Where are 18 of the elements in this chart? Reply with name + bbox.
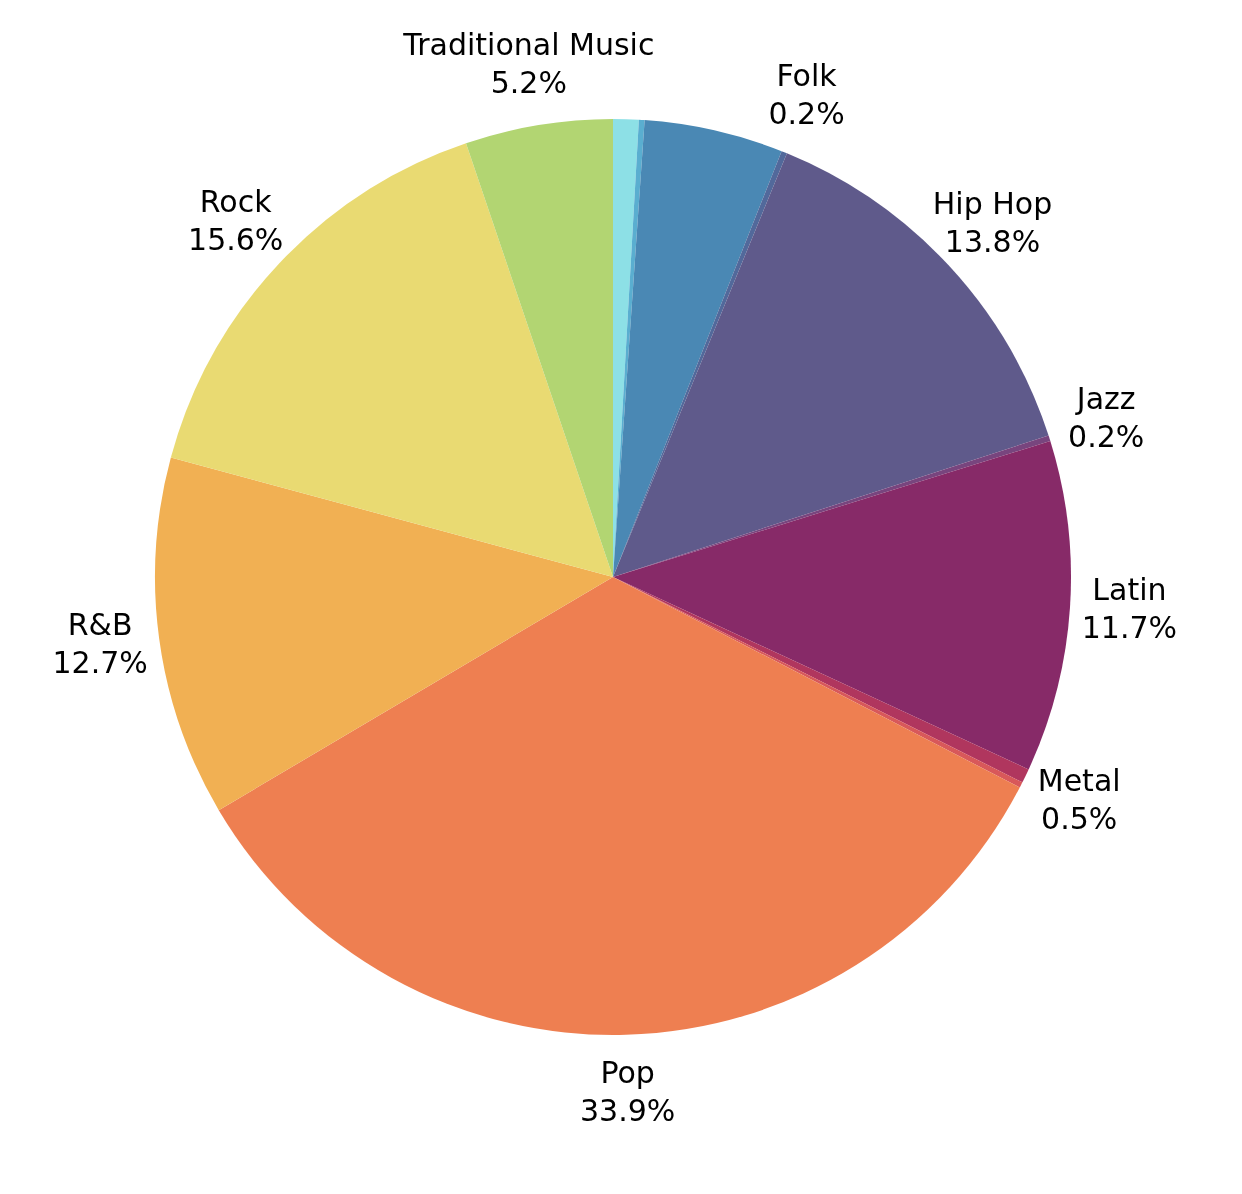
slice-label: Traditional Music <box>402 27 655 63</box>
slice-label: Metal <box>1037 762 1121 798</box>
data-label: 5.2% <box>490 65 567 101</box>
slice-label: Latin <box>1092 571 1167 607</box>
data-label: 15.6% <box>188 221 284 257</box>
data-label: 0.2% <box>1068 418 1145 454</box>
slice-label: R&B <box>67 607 133 643</box>
data-label: 0.2% <box>768 95 845 131</box>
data-label: 13.8% <box>944 223 1041 259</box>
slice-label: Pop <box>600 1055 655 1091</box>
data-label: 12.7% <box>52 645 148 681</box>
slice-label: Folk <box>776 57 838 93</box>
data-label: 33.9% <box>579 1093 676 1129</box>
data-label: 0.5% <box>1041 800 1118 836</box>
slice-label: Rock <box>199 183 273 219</box>
slice-label: Hip Hop <box>932 185 1053 221</box>
slice-label: Jazz <box>1074 380 1136 416</box>
data-label: 11.7% <box>1081 609 1178 645</box>
